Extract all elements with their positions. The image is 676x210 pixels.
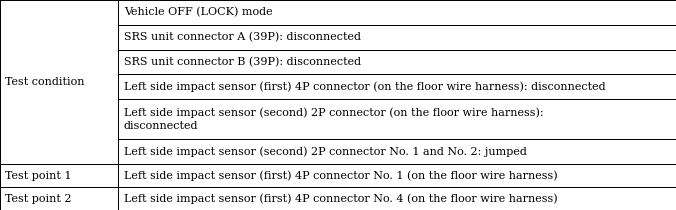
Text: Vehicle OFF (LOCK) mode: Vehicle OFF (LOCK) mode xyxy=(124,7,272,18)
Text: Left side impact sensor (second) 2P connector (on the floor wire harness):
disco: Left side impact sensor (second) 2P conn… xyxy=(124,108,544,131)
FancyBboxPatch shape xyxy=(118,0,676,25)
Text: Test point 1: Test point 1 xyxy=(5,171,72,181)
FancyBboxPatch shape xyxy=(118,187,676,210)
Text: Left side impact sensor (first) 4P connector No. 1 (on the floor wire harness): Left side impact sensor (first) 4P conne… xyxy=(124,170,557,181)
FancyBboxPatch shape xyxy=(0,0,118,164)
Text: Left side impact sensor (first) 4P connector (on the floor wire harness): discon: Left side impact sensor (first) 4P conne… xyxy=(124,81,605,92)
FancyBboxPatch shape xyxy=(118,164,676,187)
Text: Test point 2: Test point 2 xyxy=(5,194,72,203)
FancyBboxPatch shape xyxy=(118,139,676,164)
Text: Left side impact sensor (first) 4P connector No. 4 (on the floor wire harness): Left side impact sensor (first) 4P conne… xyxy=(124,193,557,204)
Text: SRS unit connector B (39P): disconnected: SRS unit connector B (39P): disconnected xyxy=(124,57,361,67)
Text: Left side impact sensor (second) 2P connector No. 1 and No. 2: jumped: Left side impact sensor (second) 2P conn… xyxy=(124,147,527,157)
FancyBboxPatch shape xyxy=(118,99,676,139)
FancyBboxPatch shape xyxy=(0,187,118,210)
FancyBboxPatch shape xyxy=(0,164,118,187)
Text: Test condition: Test condition xyxy=(5,77,85,87)
FancyBboxPatch shape xyxy=(118,25,676,50)
Text: SRS unit connector A (39P): disconnected: SRS unit connector A (39P): disconnected xyxy=(124,32,361,42)
FancyBboxPatch shape xyxy=(118,50,676,74)
FancyBboxPatch shape xyxy=(118,74,676,99)
